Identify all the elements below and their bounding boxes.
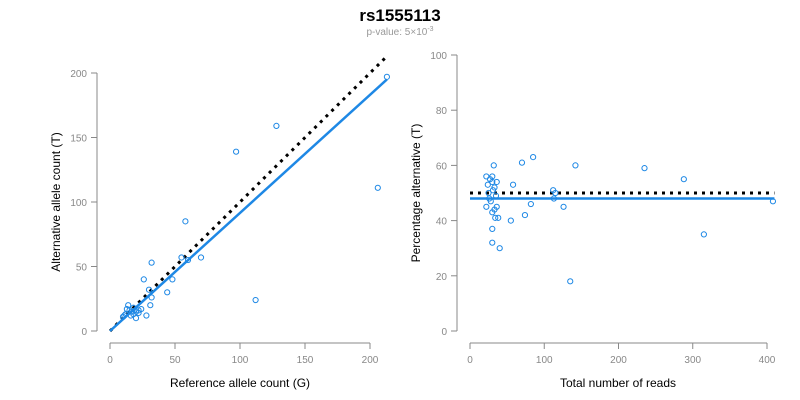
y-tick-label: 0: [81, 327, 87, 338]
data-point: [518, 159, 526, 166]
data-point: [507, 217, 514, 224]
x-axis-label: Total number of reads: [560, 376, 676, 390]
data-point: [641, 165, 648, 172]
data-point: [489, 225, 496, 232]
data-point: [489, 239, 496, 246]
y-tick-label: 50: [76, 263, 88, 274]
y-tick-label: 40: [436, 217, 448, 228]
data-point: [484, 181, 491, 188]
y-tick-label: 200: [70, 69, 87, 80]
x-tick-label: 100: [536, 355, 553, 366]
x-axis-label: Reference allele count (G): [170, 376, 310, 390]
data-point: [374, 184, 381, 191]
data-point: [147, 302, 154, 309]
data-point: [123, 305, 131, 313]
fit-line: [109, 78, 388, 332]
data-point: [184, 256, 192, 264]
data-point: [148, 294, 155, 301]
data-point: [550, 195, 558, 202]
data-point: [530, 154, 537, 161]
data-point: [567, 278, 574, 285]
data-point: [493, 203, 500, 210]
y-axis-label: Alternative allele count (T): [49, 132, 63, 271]
data-point: [493, 178, 500, 186]
data-point: [119, 313, 127, 320]
data-point: [572, 162, 579, 169]
x-tick-label: 300: [684, 355, 701, 366]
data-point: [164, 289, 171, 296]
y-tick-label: 60: [436, 161, 448, 172]
data-point: [148, 259, 155, 266]
x-tick-label: 150: [297, 355, 314, 366]
data-point: [233, 148, 240, 155]
data-point: [145, 286, 153, 293]
data-point: [489, 173, 496, 180]
data-point: [492, 214, 499, 221]
data-point: [182, 218, 189, 225]
x-tick-label: 100: [232, 355, 249, 366]
data-point: [121, 312, 128, 319]
data-point: [483, 203, 490, 210]
x-tick-label: 0: [107, 355, 113, 366]
data-point: [496, 245, 503, 252]
data-point: [700, 231, 707, 238]
data-point: [495, 214, 502, 221]
chart-title: rs1555113: [359, 6, 440, 25]
data-point: [492, 192, 500, 199]
data-point: [680, 176, 687, 183]
data-point: [527, 200, 534, 208]
y-tick-label: 20: [436, 272, 448, 283]
data-point: [486, 195, 493, 202]
right-panel: 0 100 200 300 400 0 20 40 60 80 100 Total number of…: [409, 51, 777, 390]
data-point: [135, 307, 142, 314]
data-point: [769, 198, 777, 205]
y-tick-label: 150: [70, 134, 87, 145]
y-tick-label: 80: [436, 106, 448, 117]
x-tick-label: 50: [169, 355, 181, 366]
reference-line: [108, 55, 388, 333]
x-tick-label: 200: [362, 355, 379, 366]
data-point: [489, 209, 496, 216]
x-tick-label: 0: [467, 355, 473, 366]
x-tick-label: 400: [759, 355, 776, 366]
chart-subtitle: p-value: 5×10-3: [366, 26, 433, 38]
data-point: [197, 254, 205, 261]
x-tick-label: 200: [610, 355, 627, 366]
y-tick-label: 0: [441, 327, 447, 338]
y-tick-label: 100: [430, 51, 447, 62]
data-point: [509, 181, 517, 188]
data-point: [169, 276, 176, 283]
data-point: [552, 189, 559, 197]
data-point: [143, 312, 150, 319]
data-point: [140, 276, 147, 283]
y-tick-label: 100: [70, 198, 87, 209]
left-panel: 0 50 100 150 200 0 50 100 150 200 Reference allele…: [49, 55, 390, 390]
data-point: [178, 254, 185, 261]
y-axis-label: Percentage alternative (T): [409, 124, 423, 263]
data-point: [490, 162, 497, 169]
data-point: [560, 203, 567, 210]
data-point: [383, 73, 390, 80]
data-point: [273, 122, 280, 129]
data-point: [521, 211, 529, 219]
data-point: [489, 187, 497, 194]
data-point: [252, 296, 259, 304]
data-point: [129, 308, 136, 315]
